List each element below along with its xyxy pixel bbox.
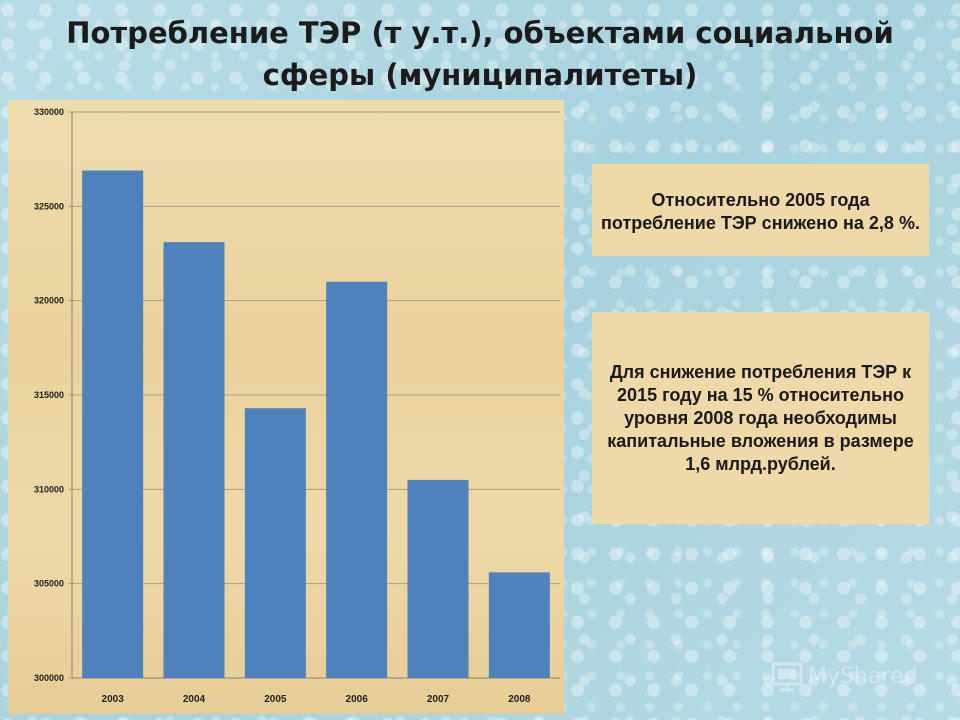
x-tick-label: 2004 [183,694,206,705]
y-tick-label: 300000 [34,673,64,683]
bar-2007 [407,479,469,678]
y-tick-label: 320000 [34,296,64,306]
y-tick-label: 310000 [34,484,64,494]
page-title: Потребление ТЭР (т у.т.), объектами соци… [66,16,894,92]
logo-text: MyShared [808,663,918,689]
y-tick-label: 305000 [34,579,64,589]
note-reduction-2005-text: Относительно 2005 года потребление ТЭР с… [601,190,920,233]
x-tick-label: 2003 [102,694,125,705]
bar-2004 [163,242,225,678]
bar-2003 [82,170,144,678]
note-investment-2015-text: Для снижение потребления ТЭР к 2015 году… [607,361,914,474]
y-tick-label: 315000 [34,390,64,400]
x-tick-label: 2007 [427,694,450,705]
y-tick-label: 325000 [34,201,64,211]
x-tick-label: 2006 [346,694,369,705]
x-tick-label: 2008 [508,694,531,705]
presentation-icon [771,662,803,692]
bar-2008 [488,572,550,678]
bar-chart: 300000 305000 310000 315000 320000 325000 3300… [8,100,564,714]
bar-2006 [326,281,388,678]
y-tick-label: 330000 [34,107,64,117]
chart-svg: 300000 305000 310000 315000 320000 325000 3300… [34,107,560,705]
note-investment-2015: Для снижение потребления ТЭР к 2015 году… [592,312,929,524]
watermark-logo: MyShared [770,656,930,696]
bar-2005 [244,408,306,678]
x-tick-label: 2005 [264,694,287,705]
note-reduction-2005: Относительно 2005 года потребление ТЭР с… [592,164,929,256]
